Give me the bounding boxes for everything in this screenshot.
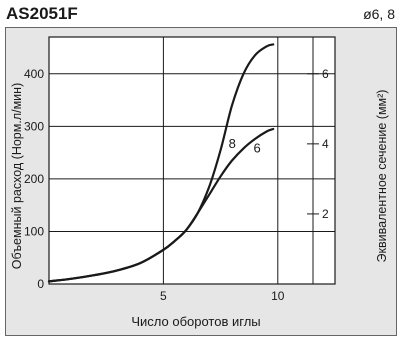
y-tick-label: 300 bbox=[24, 119, 44, 133]
y-tick-label: 100 bbox=[24, 224, 44, 238]
x-axis-label: Число оборотов иглы bbox=[131, 314, 260, 329]
y2-tick-label: 6 bbox=[322, 67, 329, 81]
axis-ticks bbox=[307, 37, 319, 284]
y-tick-label: 400 bbox=[24, 67, 44, 81]
y2-axis-label: Эквивалентное сечение (мм²) bbox=[375, 90, 389, 263]
plot-area bbox=[48, 36, 336, 285]
diameter-label: ø6, 8 bbox=[363, 6, 395, 22]
x-tick-label: 5 bbox=[160, 289, 167, 303]
y2-tick-label: 2 bbox=[322, 207, 329, 221]
y-axis-label: Объемный расход (Норм.л/мин) bbox=[10, 83, 24, 269]
flow-chart: 2 4 6 0 100 200 300 400 5 10 8 6 Число оборотов игл… bbox=[10, 36, 389, 329]
series-label-8: 8 bbox=[229, 136, 236, 151]
x-tick-label: 10 bbox=[271, 289, 285, 303]
chart-title: AS2051F bbox=[6, 4, 78, 23]
grid bbox=[49, 37, 335, 284]
series-line-6 bbox=[47, 127, 275, 283]
y-tick-label: 200 bbox=[24, 172, 44, 186]
series-lines bbox=[47, 43, 275, 283]
tick-labels: 2 4 6 0 100 200 300 400 5 10 8 6 bbox=[24, 67, 329, 303]
series-label-6: 6 bbox=[253, 140, 260, 155]
y-tick-label: 0 bbox=[37, 277, 44, 291]
chart-panel: 2 4 6 0 100 200 300 400 5 10 8 6 Число оборотов игл… bbox=[5, 27, 397, 336]
y2-tick-label: 4 bbox=[322, 137, 329, 151]
